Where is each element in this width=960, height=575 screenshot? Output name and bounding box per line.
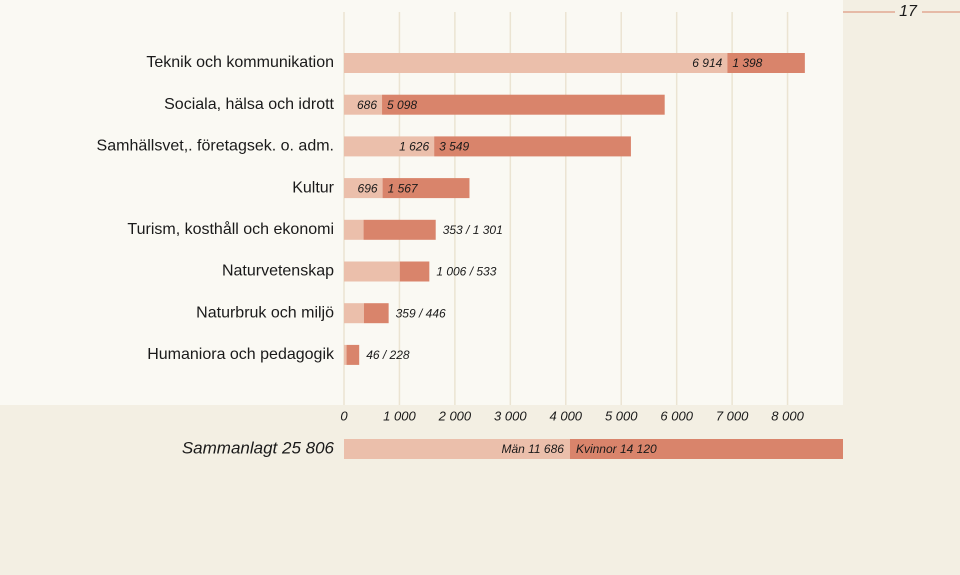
x-tick-label: 4 000 — [550, 408, 583, 423]
total-value-label: Män 11 686 — [501, 442, 564, 456]
value-label: 696 — [358, 181, 378, 195]
value-label: 5 098 — [387, 98, 417, 112]
bar-segment — [382, 178, 470, 199]
value-label: 46 / 228 — [366, 348, 410, 362]
total-segment — [569, 439, 843, 459]
category-label: Teknik och kommunikation — [146, 54, 334, 71]
value-label: 353 / 1 301 — [443, 223, 503, 237]
total-segment — [344, 439, 570, 459]
value-label: 686 — [357, 98, 377, 112]
bar-segment — [434, 136, 631, 157]
value-label: 1 567 — [388, 181, 419, 195]
bar-segment — [363, 219, 436, 240]
x-tick-label: 6 000 — [660, 408, 693, 423]
bar-segment — [727, 53, 805, 73]
total-value-label: Kvinnor 14 120 — [576, 442, 657, 456]
bar-segment — [344, 53, 728, 73]
bar-segment — [346, 344, 360, 365]
value-label: 1 626 — [399, 140, 429, 154]
bar-segment — [344, 219, 364, 240]
value-label: 1 398 — [732, 56, 762, 70]
total-label: Sammanlagt 25 806 — [182, 438, 335, 457]
category-label: Turism, kosthåll och ekonomi — [127, 220, 334, 238]
category-label: Humaniora och pedagogik — [147, 346, 335, 363]
value-label: 359 / 446 — [396, 306, 446, 320]
x-tick-label: 5 000 — [605, 408, 638, 423]
category-label: Naturbruk och miljö — [196, 304, 334, 321]
bar-segment — [344, 94, 383, 115]
x-tick-label: 8 000 — [771, 408, 804, 423]
x-tick-label: 1 000 — [383, 408, 416, 423]
x-tick-label: 0 — [340, 408, 348, 423]
bar-segment — [344, 303, 364, 324]
bar-segment — [363, 303, 389, 324]
bar-segment — [399, 261, 430, 282]
value-label: 6 914 — [692, 56, 722, 70]
x-tick-label: 3 000 — [494, 408, 527, 423]
bar-segment — [344, 344, 347, 365]
category-label: Naturvetenskap — [222, 263, 334, 280]
page-number: 17 — [899, 3, 918, 20]
value-label: 1 006 / 533 — [436, 265, 496, 279]
x-tick-label: 7 000 — [716, 408, 749, 423]
bar-segment — [344, 136, 435, 157]
bar-segment — [344, 178, 383, 199]
bar-segment — [382, 94, 665, 115]
category-label: Samhällsvet,. företagsek. o. adm. — [97, 138, 334, 155]
bar-segment — [344, 261, 400, 282]
value-label: 3 549 — [439, 140, 469, 154]
category-label: Kultur — [292, 179, 334, 196]
category-label: Sociala, hälsa och idrott — [164, 96, 334, 113]
x-tick-label: 2 000 — [438, 408, 472, 423]
